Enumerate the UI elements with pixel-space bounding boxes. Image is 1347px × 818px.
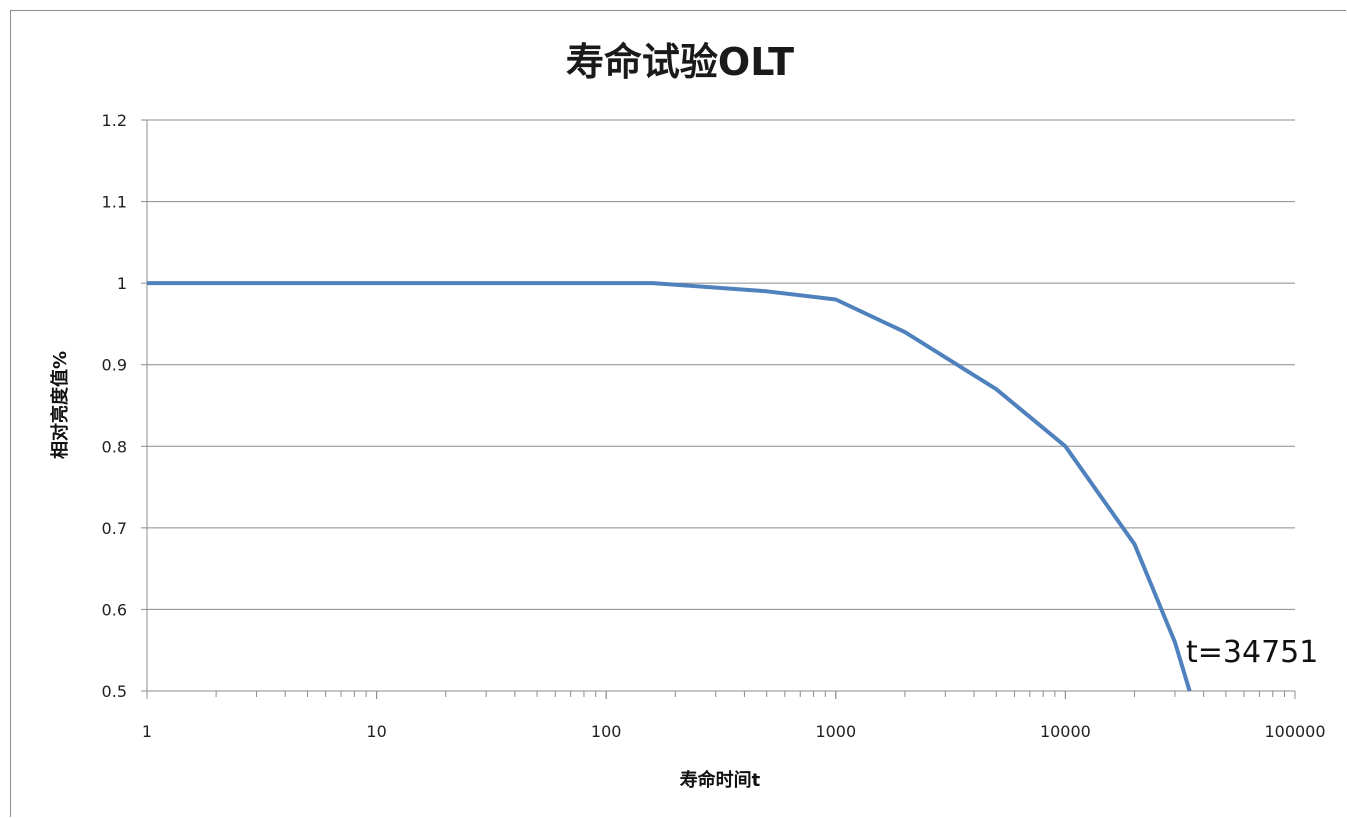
x-tick-labels: 1 10 100 1000 10000 100000: [142, 722, 1326, 741]
x-tick-label: 1000: [815, 722, 856, 741]
chart-title: 寿命试验OLT: [566, 40, 794, 84]
x-tick-label: 100000: [1264, 722, 1325, 741]
annotation-label: t=34751: [1186, 635, 1318, 670]
y-axis-label: 相对亮度值%: [49, 351, 71, 459]
x-tick-label: 1: [142, 722, 152, 741]
y-tick-labels: 0.5 0.6 0.7 0.8 0.9 1 1.1 1.2: [102, 111, 127, 701]
x-tick-label: 10: [366, 722, 386, 741]
y-tick-label: 0.9: [102, 356, 127, 375]
y-tick-label: 0.6: [102, 600, 127, 619]
y-tick-label: 0.5: [102, 682, 127, 701]
y-tick-label: 1.2: [102, 111, 127, 130]
x-tick-label: 100: [591, 722, 622, 741]
x-axis-label: 寿命时间t: [680, 769, 761, 791]
y-tick-label: 0.8: [102, 437, 127, 456]
y-tick-label: 1.1: [102, 193, 127, 212]
axes: [141, 119, 1296, 699]
series-line-0: [147, 281, 1192, 692]
chart-frame: [10, 10, 1346, 817]
series-group: [147, 281, 1192, 692]
grid-lines: [147, 119, 1295, 610]
y-tick-label: 0.7: [102, 519, 127, 538]
y-tick-label: 1: [117, 274, 127, 293]
x-tick-label: 10000: [1040, 722, 1091, 741]
